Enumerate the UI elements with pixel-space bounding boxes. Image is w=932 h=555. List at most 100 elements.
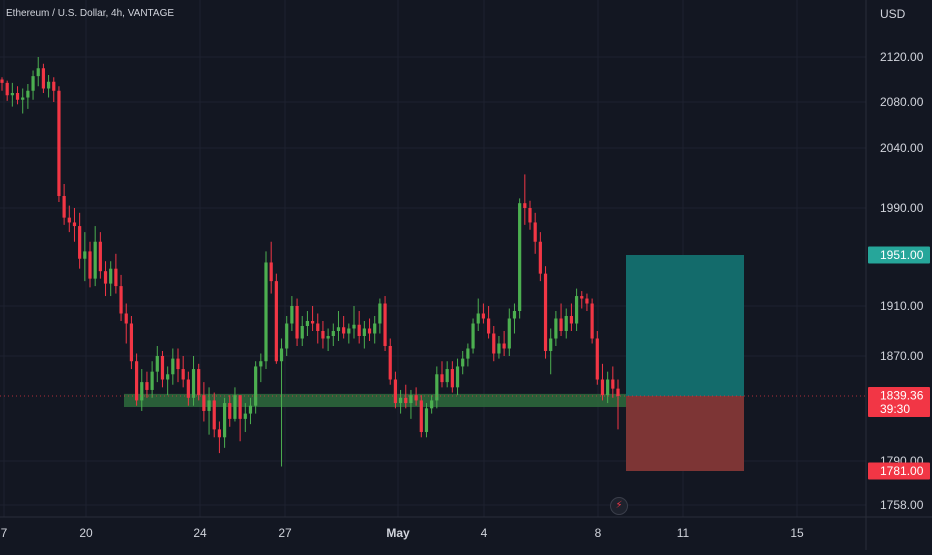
- candle-body: [507, 318, 511, 349]
- candle-body: [269, 262, 273, 282]
- candle-body: [295, 306, 299, 339]
- candle-body: [264, 262, 268, 362]
- candle-body: [254, 366, 258, 406]
- candle-body: [310, 321, 315, 324]
- candle-body: [388, 346, 392, 380]
- candle-body: [52, 81, 56, 91]
- candle-body: [321, 331, 325, 339]
- candle-body: [222, 403, 227, 438]
- candle-body: [331, 331, 335, 336]
- candle-body: [419, 400, 423, 433]
- last-price-label: 1839.36: [880, 389, 924, 403]
- candle-body: [538, 241, 542, 274]
- candle-body: [83, 251, 87, 259]
- candle-body: [10, 93, 14, 96]
- candle-body: [357, 324, 361, 336]
- candle-body: [140, 382, 144, 401]
- candle-body: [518, 203, 522, 311]
- candle-body: [549, 338, 553, 351]
- candle-body: [336, 327, 341, 331]
- candle-body: [72, 222, 77, 227]
- candle-body: [528, 208, 532, 223]
- candle-body: [243, 413, 247, 419]
- last-price-box: [868, 387, 930, 417]
- candle-body: [160, 356, 165, 380]
- candle-body: [300, 326, 304, 339]
- candle-body: [207, 400, 211, 411]
- candle-body: [155, 356, 159, 372]
- candle-body: [316, 323, 320, 331]
- symbol-title[interactable]: Ethereum / U.S. Dollar, 4h, VANTAGE: [6, 8, 175, 19]
- candle-body: [585, 298, 589, 304]
- candle-body: [398, 397, 403, 404]
- candle-body: [98, 241, 102, 272]
- candle-body: [611, 379, 615, 389]
- countdown-label: 39:30: [880, 402, 910, 416]
- candle-body: [430, 400, 434, 409]
- candle-body: [564, 316, 568, 331]
- candle-body: [492, 333, 496, 354]
- candle-body: [228, 403, 232, 419]
- price-tick-label: 2040.00: [880, 141, 924, 155]
- candle-body: [171, 358, 175, 375]
- time-tick-label: 4: [481, 526, 488, 540]
- candle-body: [305, 321, 310, 326]
- time-tick-label: 27: [278, 526, 292, 540]
- candle-body: [580, 296, 584, 299]
- currency-label: USD: [880, 7, 906, 21]
- time-tick-label: 20: [79, 526, 93, 540]
- time-tick-label: 8: [595, 526, 602, 540]
- candle-body: [197, 369, 201, 396]
- candle-body: [476, 313, 480, 324]
- candle-body: [0, 79, 4, 83]
- candle-body: [445, 369, 449, 383]
- candle-body: [233, 395, 237, 419]
- candle-body: [383, 303, 387, 346]
- candle-body: [93, 241, 97, 279]
- time-tick-label: 7: [1, 526, 8, 540]
- price-tick-label: 2080.00: [880, 95, 924, 109]
- candle-body: [409, 395, 413, 404]
- candle-body: [26, 90, 30, 98]
- candle-body: [461, 358, 465, 367]
- price-tick-label: 1870.00: [880, 349, 924, 363]
- candle-body: [554, 318, 558, 339]
- candle-body: [290, 306, 294, 324]
- candle-body: [62, 196, 66, 218]
- candle-body: [212, 400, 216, 430]
- candle-body: [352, 324, 356, 329]
- candle-body: [455, 366, 460, 388]
- flash-icon[interactable]: ⚡: [610, 497, 628, 515]
- stop-price-box: [868, 462, 930, 480]
- time-tick-label: May: [386, 526, 410, 540]
- candle-body: [150, 371, 154, 390]
- candle-body: [5, 82, 9, 96]
- candle-body: [238, 395, 242, 419]
- target-price-label: 1951.00: [880, 248, 924, 262]
- candle-body: [606, 379, 610, 396]
- candle-body: [279, 348, 284, 362]
- time-tick-label: 15: [790, 526, 804, 540]
- candle-body: [595, 338, 599, 380]
- candle-body: [109, 268, 113, 284]
- target-price-box: [868, 246, 930, 264]
- candle-body: [129, 323, 134, 362]
- candle-body: [523, 203, 527, 208]
- candle-body: [15, 93, 20, 100]
- target-zone: [626, 255, 744, 396]
- time-tick-label: 11: [677, 526, 690, 540]
- candle-body: [134, 361, 139, 401]
- candle-body: [404, 397, 408, 404]
- candle-body: [326, 336, 330, 339]
- candle-body: [600, 379, 605, 396]
- price-tick-label: 1910.00: [880, 299, 924, 313]
- candle-body: [124, 313, 128, 324]
- price-tick-label: 1758.00: [880, 498, 924, 512]
- candle-body: [362, 328, 366, 336]
- candle-body: [67, 217, 71, 223]
- candle-body: [88, 251, 92, 279]
- candle-body: [114, 268, 118, 287]
- candle-body: [512, 311, 517, 319]
